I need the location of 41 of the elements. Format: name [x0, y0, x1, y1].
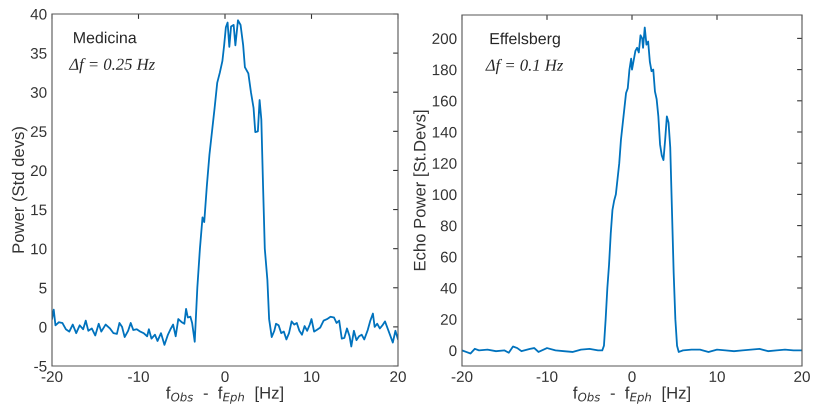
y-tick-label: -5	[34, 361, 46, 372]
x-tick-label: 20	[794, 371, 810, 382]
x-tick-label: -20	[452, 371, 472, 382]
x-tick-label: 20	[390, 371, 406, 382]
y-tick-label: 0	[39, 322, 47, 333]
y-tick-label: 30	[30, 87, 47, 98]
y-tick-label: 200	[432, 33, 457, 44]
y-tick-label: 180	[432, 64, 457, 76]
line-series	[52, 19, 398, 348]
y-tick-label: 20	[30, 165, 47, 176]
x-tick-label: -10	[128, 371, 149, 382]
y-axis-title: Echo Power [St.Devs]	[413, 110, 429, 270]
y-tick-label: 35	[30, 48, 46, 59]
x-tick-label: -10	[536, 371, 558, 382]
x-tick-label: 10	[304, 371, 320, 382]
y-tick-label: 140	[432, 126, 457, 138]
annotation: Medicina	[74, 32, 137, 44]
y-tick-label: 120	[432, 158, 457, 169]
y-tick-label: 0	[449, 345, 457, 356]
annotation: Δf = 0.25 Hz	[68, 58, 155, 74]
x-tick-label: 0	[628, 371, 636, 382]
y-tick-label: 10	[31, 244, 47, 254]
y-tick-label: 160	[432, 96, 457, 106]
x-axis-title: f$_{Obs}$ - f$_{Eph}$ [Hz]	[573, 386, 690, 404]
y-tick-label: 80	[440, 220, 457, 232]
y-tick-label: 100	[432, 189, 457, 200]
x-axis-title: f$_{Obs}$ - f$_{Eph}$ [Hz]	[166, 386, 283, 404]
y-tick-label: 15	[31, 204, 46, 216]
line-series	[462, 26, 802, 354]
annotation: Effelsberg	[490, 32, 560, 48]
y-tick-label: 20	[440, 314, 457, 325]
y-tick-label: 40	[30, 8, 47, 20]
y-tick-label: 5	[39, 282, 46, 294]
x-tick-label: -20	[42, 371, 62, 382]
annotation: Δf = 0.1 Hz	[485, 58, 564, 74]
x-tick-label: 0	[221, 371, 229, 382]
x-tick-label: 10	[710, 371, 725, 382]
y-tick-label: 25	[30, 126, 46, 138]
y-tick-label: 60	[440, 252, 457, 262]
y-tick-label: 40	[440, 282, 457, 294]
y-axis-title: Power (Std devs)	[12, 127, 28, 253]
